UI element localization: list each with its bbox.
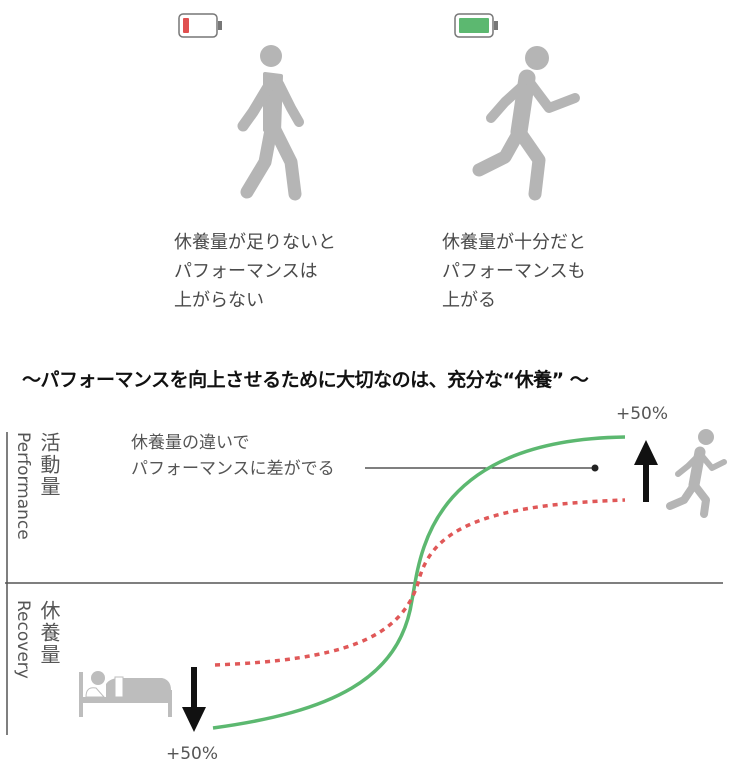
annotation-line: 休養量の違いで [131, 433, 250, 453]
caption-line: 休養量が十分だと [442, 232, 586, 253]
right-caption: 休養量が十分だと パフォーマンスも 上がる [442, 228, 586, 315]
caption-line: パフォーマンスも [442, 261, 586, 282]
recovery-axis-label-ja: 休養量 [37, 600, 61, 666]
performance-axis-label-en: Performance [13, 432, 33, 540]
sufficient-rest-curve [212, 435, 626, 730]
top-percent-label: +50% [616, 404, 669, 424]
sleeping-in-bed-icon [79, 671, 172, 717]
running-person-icon [472, 46, 580, 201]
left-caption: 休養量が足りないと パフォーマンスは 上がらない [174, 228, 336, 315]
caption-line: 上がる [442, 290, 496, 311]
arrow-up-icon [634, 440, 658, 502]
running-person-icon [666, 429, 727, 518]
recovery-axis-label-en: Recovery [13, 600, 33, 679]
annotation-text: 休養量の違いでパフォーマンスに差がでる [131, 430, 335, 482]
battery-full-icon [454, 13, 498, 38]
caption-line: 休養量が足りないと [174, 232, 336, 253]
annotation-line: パフォーマンスに差がでる [131, 459, 335, 479]
walking-person-icon [237, 45, 304, 201]
battery-low-icon [178, 13, 222, 38]
arrow-down-icon [182, 667, 206, 732]
annotation-dot [591, 464, 599, 472]
performance-axis-label-ja: 活動量 [37, 432, 61, 498]
caption-line: 上がらない [174, 290, 264, 311]
section-title: ～パフォーマンスを向上させるために大切なのは、充分な“休養” ～ [22, 369, 589, 391]
insufficient-rest-curve [214, 498, 626, 667]
bottom-percent-label: +50% [166, 744, 219, 764]
caption-line: パフォーマンスは [174, 261, 318, 282]
